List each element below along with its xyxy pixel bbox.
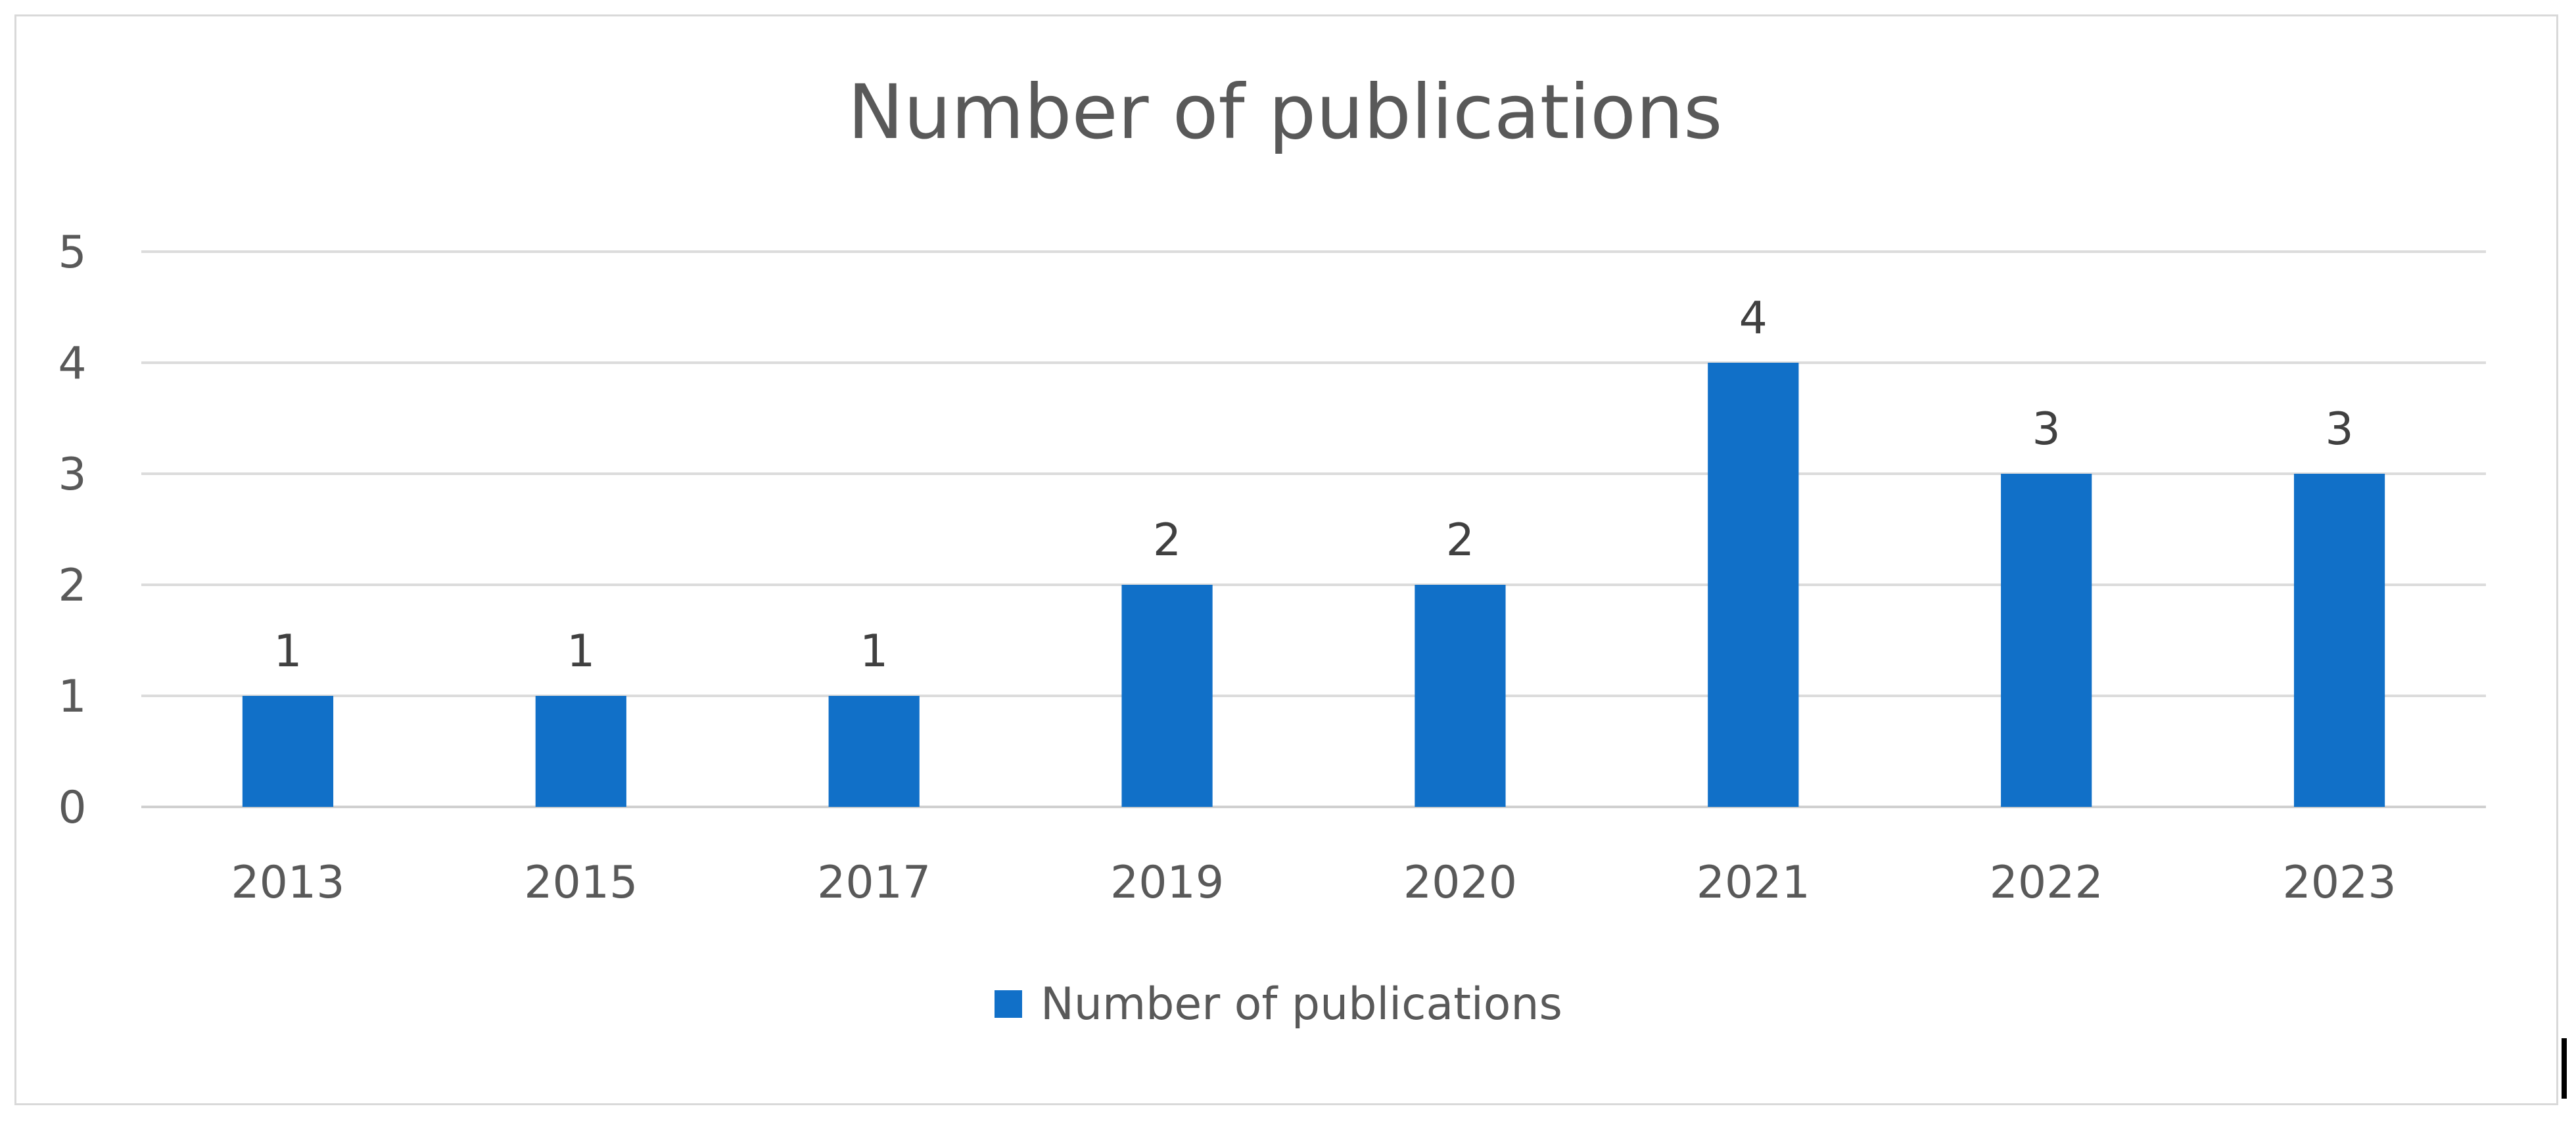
chart-title: Number of publications [848,68,1723,156]
text-cursor-bar [2562,1038,2567,1099]
bar-data-label: 1 [273,626,302,677]
chart-frame [14,14,2558,1105]
legend-swatch [995,990,1022,1018]
bar-data-label: 3 [2032,403,2061,455]
y-tick-label: 5 [58,227,86,279]
bar-data-label: 2 [1153,515,1181,566]
y-tick-label: 1 [58,671,86,723]
x-tick-label: 2015 [524,857,638,909]
x-tick-label: 2013 [231,857,344,909]
x-axis-tick-labels: 2013 2015 2017 2019 2020 2021 2022 2023 [231,857,2396,909]
x-tick-label: 2017 [817,857,931,909]
bar [535,696,626,807]
bar [2001,474,2092,807]
x-tick-label: 2022 [1990,857,2103,909]
gridlines [141,250,2486,808]
bar [1415,585,1506,807]
legend: Number of publications [995,978,1562,1030]
x-tick-label: 2023 [2283,857,2397,909]
bar [2293,474,2385,807]
data-labels: 1 1 1 2 2 4 3 3 [273,292,2353,677]
bar [1708,363,1799,807]
bar-data-label: 3 [2325,403,2353,455]
y-tick-label: 3 [58,449,86,501]
bar-data-label: 4 [1739,292,1768,344]
x-tick-label: 2020 [1403,857,1517,909]
y-tick-label: 4 [58,338,86,390]
y-tick-label: 0 [58,782,86,834]
y-axis-tick-labels: 0 1 2 3 4 5 [58,227,86,834]
bar-data-label: 1 [567,626,595,677]
x-tick-label: 2021 [1697,857,1810,909]
bar-data-label: 2 [1446,515,1474,566]
x-tick-label: 2019 [1110,857,1224,909]
bars [242,363,2385,807]
bar [1121,585,1213,807]
legend-label: Number of publications [1041,978,1562,1030]
bar-data-label: 1 [860,626,888,677]
bar [828,696,920,807]
bar [242,696,334,807]
y-tick-label: 2 [58,560,86,612]
